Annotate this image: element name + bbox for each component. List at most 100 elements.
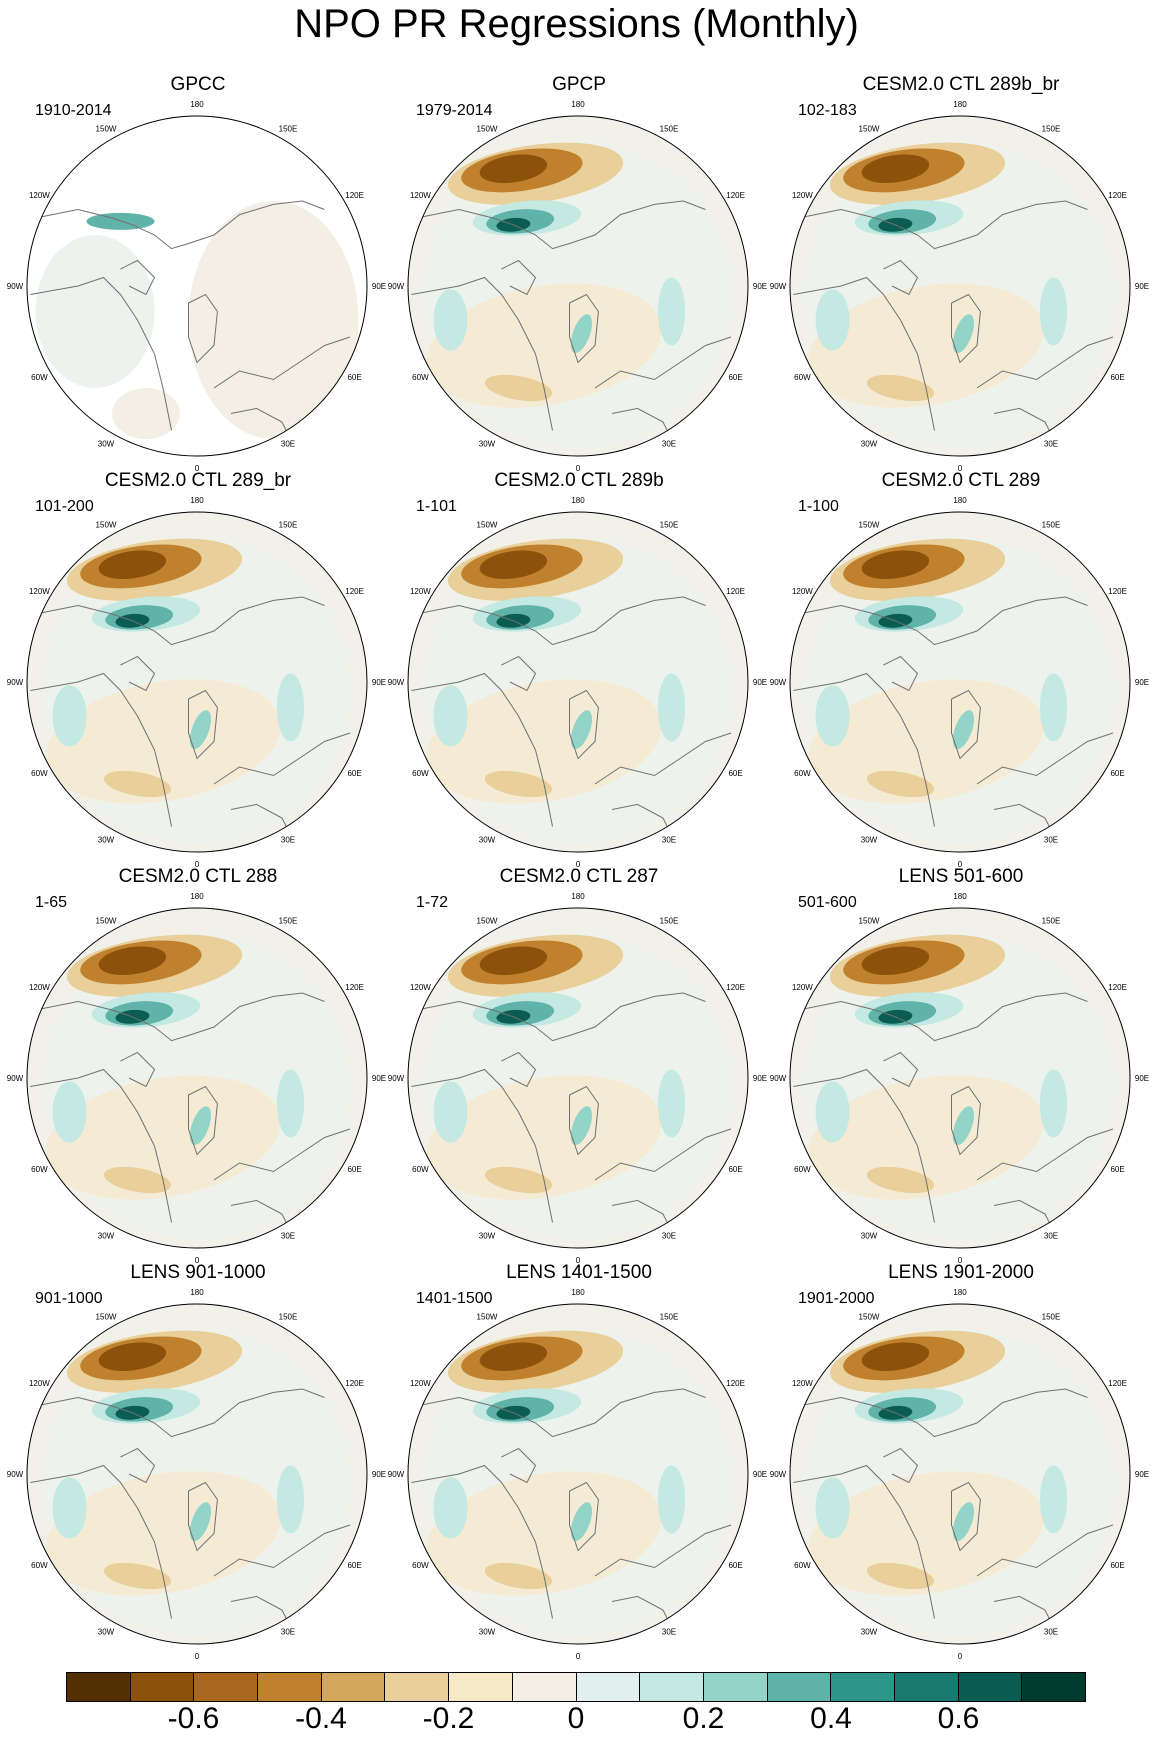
longitude-label: 150E <box>1042 1312 1061 1321</box>
coastline-arctic <box>798 992 1088 1042</box>
longitude-label: 120W <box>29 191 50 200</box>
colorbar-swatch <box>385 1673 450 1701</box>
map-panel: 180 150E 120E 90E 60E 30E 0 30W 60W 90W 120W 150W GP… <box>7 74 386 473</box>
longitude-label: 60E <box>1110 769 1124 778</box>
longitude-label: 30E <box>1044 1628 1058 1637</box>
colorbar-tick-label: -0.6 <box>167 1702 220 1735</box>
coastline-arctic <box>416 992 706 1042</box>
colorbar-swatch <box>894 1673 959 1701</box>
panel-title: CESM2.0 CTL 287 <box>499 866 659 887</box>
map-outline <box>789 511 1131 853</box>
longitude-label: 60E <box>1110 373 1124 382</box>
map-outline <box>26 511 368 853</box>
map-outline <box>407 907 749 1249</box>
coastline-arctic <box>35 200 325 250</box>
atlantic-dry <box>866 374 935 402</box>
coastline-greenland <box>188 689 218 760</box>
longitude-label: 0 <box>576 1256 581 1265</box>
north-pacific-dry-core <box>98 550 167 579</box>
longitude-label: 150W <box>96 520 117 529</box>
anomaly-field <box>27 908 367 1248</box>
longitude-label: 60W <box>794 373 811 382</box>
longitude-label: 30E <box>281 836 295 845</box>
coastline-america <box>793 1068 935 1223</box>
longitude-label: 90W <box>388 282 405 291</box>
longitude-label: 90W <box>7 1470 24 1479</box>
longitude-label: 180 <box>190 496 204 505</box>
america-wet <box>52 1477 87 1539</box>
polar-map: 180 150E 120E 90E 60E 30E 0 30W 60W 90W 120W 150W <box>7 1288 386 1661</box>
longitude-label: 150E <box>279 520 298 529</box>
north-pacific-dry-core <box>861 154 930 183</box>
longitude-label: 90E <box>372 1470 386 1479</box>
longitude-label: 90W <box>388 678 405 687</box>
polar-map: 180 150E 120E 90E 60E 30E 0 30W 60W 90W 120W 150W <box>770 1288 1149 1661</box>
coastline-greenland <box>569 689 599 760</box>
longitude-label: 150E <box>279 916 298 925</box>
coastline-arctic <box>35 992 325 1042</box>
america-wet <box>433 1081 468 1143</box>
coastline-archipelago <box>883 1051 919 1088</box>
panel-title: LENS 1401-1500 <box>506 1262 652 1283</box>
longitude-label: 180 <box>190 100 204 109</box>
longitude-label: 90E <box>753 678 767 687</box>
longitude-label: 60E <box>728 769 742 778</box>
map-panel: 180 150E 120E 90E 60E 30E 0 30W 60W 90W 120W 150W CE… <box>770 470 1149 869</box>
atlantic-pale-band <box>808 1075 1044 1200</box>
colorbar-tick-label: -0.4 <box>295 1702 347 1735</box>
coastline-greenland <box>569 1481 599 1552</box>
longitude-label: 150W <box>96 1312 117 1321</box>
longitude-label: 180 <box>953 1288 967 1297</box>
longitude-label: 90E <box>753 1074 767 1083</box>
map-outline <box>789 115 1131 457</box>
anomaly-field <box>408 908 748 1248</box>
longitude-label: 120E <box>1108 587 1127 596</box>
panel-period: 102-183 <box>798 102 857 119</box>
longitude-label: 0 <box>576 1652 581 1661</box>
longitude-label: 30W <box>98 440 115 449</box>
longitude-label: 0 <box>576 860 581 869</box>
longitude-label: 60W <box>794 1561 811 1570</box>
longitude-label: 120W <box>410 191 431 200</box>
colorbar-swatch <box>67 1673 131 1701</box>
longitude-label: 180 <box>953 100 967 109</box>
longitude-label: 60E <box>728 1561 742 1570</box>
colorbar-tick-label: 0.6 <box>937 1702 980 1735</box>
longitude-label: 180 <box>571 496 585 505</box>
atlantic-dry <box>484 1562 553 1590</box>
longitude-label: 30W <box>98 836 115 845</box>
alaska-wet-coast <box>86 212 155 230</box>
coastline-eurasia <box>594 336 732 389</box>
longitude-label: 60E <box>728 373 742 382</box>
atlantic-pale-band <box>808 679 1044 804</box>
coastline-america <box>30 276 172 431</box>
atlantic-dry <box>484 1166 553 1194</box>
panel-title: LENS 1901-2000 <box>888 1262 1034 1283</box>
coastline-archipelago <box>120 259 156 296</box>
north-pacific-dry-core <box>479 154 548 183</box>
panel-title: GPCP <box>552 74 606 95</box>
map-panel: 180 150E 120E 90E 60E 30E 0 30W 60W 90W 120W 150W GP… <box>388 74 767 473</box>
longitude-label: 30W <box>479 1232 496 1241</box>
polar-map: 180 150E 120E 90E 60E 30E 0 30W 60W 90W 120W 150W <box>770 496 1149 869</box>
coastline-arctic <box>798 596 1088 646</box>
longitude-label: 60W <box>31 769 48 778</box>
longitude-label: 120E <box>1108 983 1127 992</box>
atlantic-dry <box>103 770 172 798</box>
north-pacific-dry-core <box>479 946 548 975</box>
panel-period: 1-65 <box>35 894 68 911</box>
longitude-label: 90E <box>753 282 767 291</box>
atlantic-pale-band <box>426 1075 662 1200</box>
eurasia-wet <box>276 1069 305 1138</box>
colorbar-tick-label: 0.4 <box>810 1702 852 1735</box>
atlantic-dry <box>866 770 935 798</box>
colorbar-swatch <box>1022 1673 1085 1701</box>
colorbar-swatch <box>640 1673 704 1701</box>
colorbar-tick-label: -0.2 <box>422 1702 475 1735</box>
eurasia-wet <box>657 277 686 346</box>
longitude-label: 150W <box>859 520 880 529</box>
map-outline <box>407 511 749 853</box>
coastline-archipelago <box>883 1447 919 1484</box>
longitude-label: 90W <box>770 1470 787 1479</box>
longitude-label: 90W <box>770 282 787 291</box>
